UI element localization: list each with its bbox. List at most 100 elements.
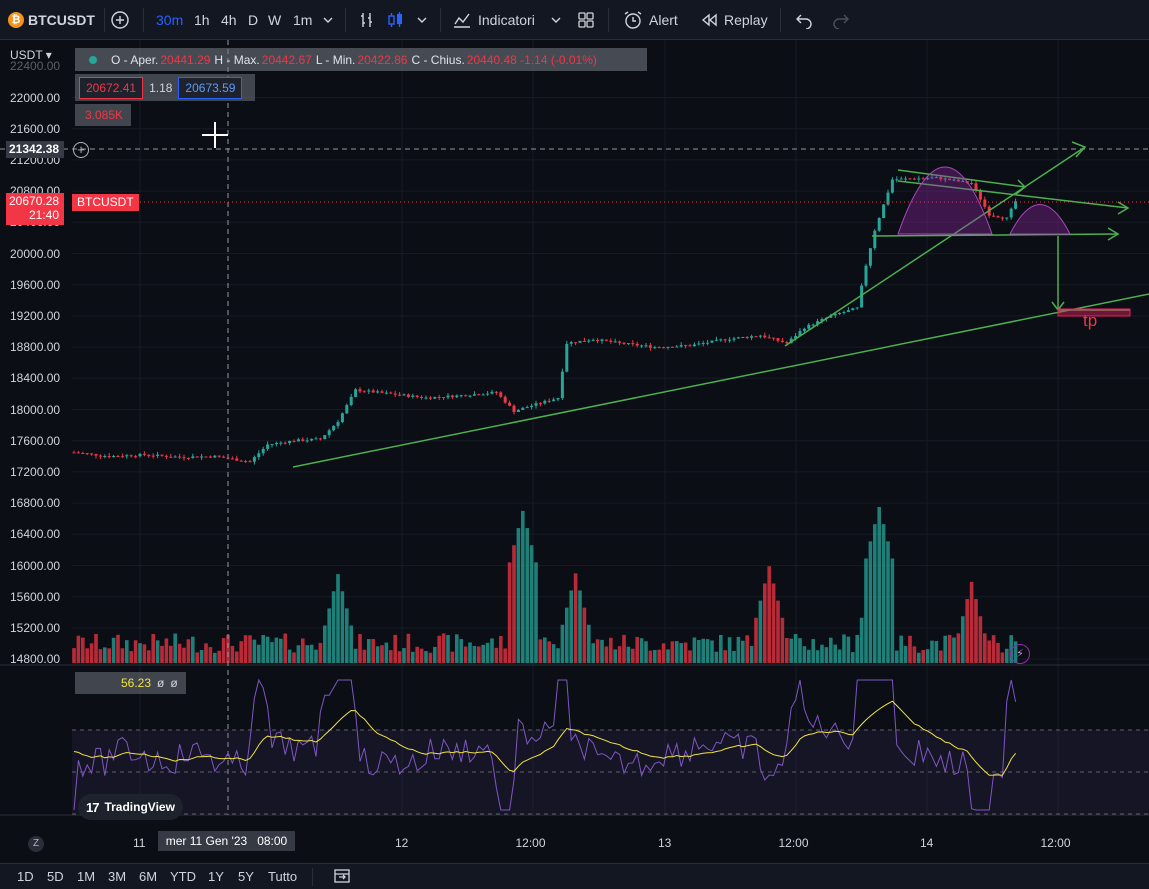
- chart-area[interactable]: USDT ▾ 22400.00 22000.00 21600.00 21200.00 2…: [0, 40, 1149, 889]
- candle-body: [156, 454, 160, 456]
- candle-body: [257, 453, 261, 458]
- date-range-button[interactable]: [333, 867, 351, 888]
- templates-button[interactable]: [577, 0, 595, 40]
- volume-bar: [683, 642, 688, 664]
- volume-bar: [657, 649, 661, 664]
- candle-body: [785, 342, 789, 344]
- volume-bar: [248, 635, 252, 664]
- volume-bar: [463, 646, 468, 664]
- candle-body: [415, 395, 419, 397]
- volume-bar: [705, 639, 710, 664]
- volume-bar: [978, 616, 983, 664]
- arrow-head: [1107, 227, 1120, 241]
- time-axis-label: 12:00: [778, 836, 809, 850]
- toolbar-divider: [345, 8, 346, 32]
- interval-30m[interactable]: 30m: [156, 12, 184, 28]
- range-1m[interactable]: 1M: [77, 869, 96, 884]
- rewind-icon: [701, 13, 717, 27]
- candle-body: [956, 179, 960, 182]
- volume-bar: [1000, 652, 1005, 664]
- high-value: 20442.67: [261, 52, 312, 67]
- candle-body: [635, 343, 639, 346]
- volume-bar: [939, 650, 943, 664]
- range-3m[interactable]: 3M: [108, 869, 127, 884]
- candle-body: [604, 339, 608, 341]
- indicators-dropdown[interactable]: [551, 0, 561, 40]
- rsi-line: [73, 678, 1017, 811]
- interval-1h[interactable]: 1h: [194, 12, 210, 28]
- range-all[interactable]: Tutto: [268, 869, 298, 884]
- candle-body: [398, 394, 402, 396]
- replay-button[interactable]: Replay: [700, 0, 768, 40]
- add-alert-icon[interactable]: +: [73, 142, 89, 158]
- candle-body: [362, 391, 366, 393]
- volume-bar: [771, 583, 776, 664]
- volume-bar: [1005, 648, 1009, 664]
- range-5d[interactable]: 5D: [47, 869, 64, 884]
- trend-line: [871, 233, 1119, 237]
- candle-body: [921, 178, 925, 180]
- undo-button[interactable]: [795, 0, 813, 40]
- volume-bar: [371, 639, 375, 664]
- interval-4h[interactable]: 4h: [221, 12, 237, 28]
- lightning-icon[interactable]: ⚡: [1010, 644, 1030, 664]
- interval-d[interactable]: D: [248, 12, 259, 28]
- indicators-button[interactable]: Indicatori: [452, 0, 535, 40]
- volume-bar: [547, 641, 551, 664]
- candle-body: [72, 452, 76, 454]
- candle-body: [758, 335, 762, 337]
- volume-bar: [287, 649, 292, 664]
- candle-body: [552, 399, 556, 402]
- bars-icon: [361, 13, 372, 27]
- interval-dropdown[interactable]: [323, 0, 333, 40]
- currency-label: USDT: [10, 48, 43, 62]
- sell-button[interactable]: 20672.41: [79, 76, 144, 99]
- range-1d[interactable]: 1D: [17, 869, 34, 884]
- volume-bar: [974, 599, 978, 664]
- arrow-head: [1071, 141, 1087, 158]
- interval-w[interactable]: W: [268, 12, 282, 28]
- tradingview-logo[interactable]: 17 TradingView: [78, 794, 183, 820]
- chart-canvas[interactable]: [0, 40, 1149, 889]
- range-5y[interactable]: 5Y: [238, 869, 254, 884]
- alert-button[interactable]: Alert: [622, 0, 678, 40]
- compare-symbol-button[interactable]: [110, 0, 130, 40]
- price-axis-label: 17200.00: [10, 464, 61, 479]
- volume-bar: [318, 642, 323, 664]
- volume-bar: [719, 634, 723, 664]
- volume-bar: [516, 528, 521, 664]
- candle-body: [230, 458, 234, 460]
- candle-body: [94, 453, 98, 456]
- candle-body: [886, 192, 890, 205]
- zoom-reset-button[interactable]: Z: [28, 836, 44, 852]
- redo-button[interactable]: [832, 0, 850, 40]
- candle-body: [437, 396, 441, 398]
- candle-body: [116, 455, 120, 457]
- range-ytd[interactable]: YTD: [170, 869, 196, 884]
- candle-body: [494, 391, 498, 393]
- price-axis-label: 20000.00: [10, 246, 61, 261]
- currency-selector[interactable]: USDT ▾: [10, 48, 52, 62]
- range-1y[interactable]: 1Y: [208, 869, 224, 884]
- range-6m[interactable]: 6M: [139, 869, 158, 884]
- volume-bar: [969, 581, 974, 664]
- interval-1m[interactable]: 1m: [293, 12, 313, 28]
- candle-body: [908, 178, 912, 180]
- volume-bar: [437, 635, 441, 664]
- symbol-selector[interactable]: ₿ BTCUSDT: [8, 0, 95, 40]
- candle-body: [464, 395, 468, 397]
- buy-button[interactable]: 20673.59: [178, 76, 243, 99]
- chart-type-dropdown[interactable]: [417, 0, 427, 40]
- candle-body: [296, 439, 300, 442]
- candle-style-button[interactable]: [386, 0, 406, 40]
- candle-body: [904, 178, 908, 180]
- candle-body: [684, 345, 688, 347]
- bar-style-button[interactable]: [358, 0, 378, 40]
- take-profit-label: tp: [1083, 311, 1098, 330]
- candle-body: [525, 407, 529, 409]
- candle-body: [327, 430, 331, 436]
- volume-bar: [701, 638, 705, 664]
- candle-body: [640, 345, 644, 347]
- volume-bar: [138, 643, 142, 664]
- volume-bar: [864, 558, 868, 664]
